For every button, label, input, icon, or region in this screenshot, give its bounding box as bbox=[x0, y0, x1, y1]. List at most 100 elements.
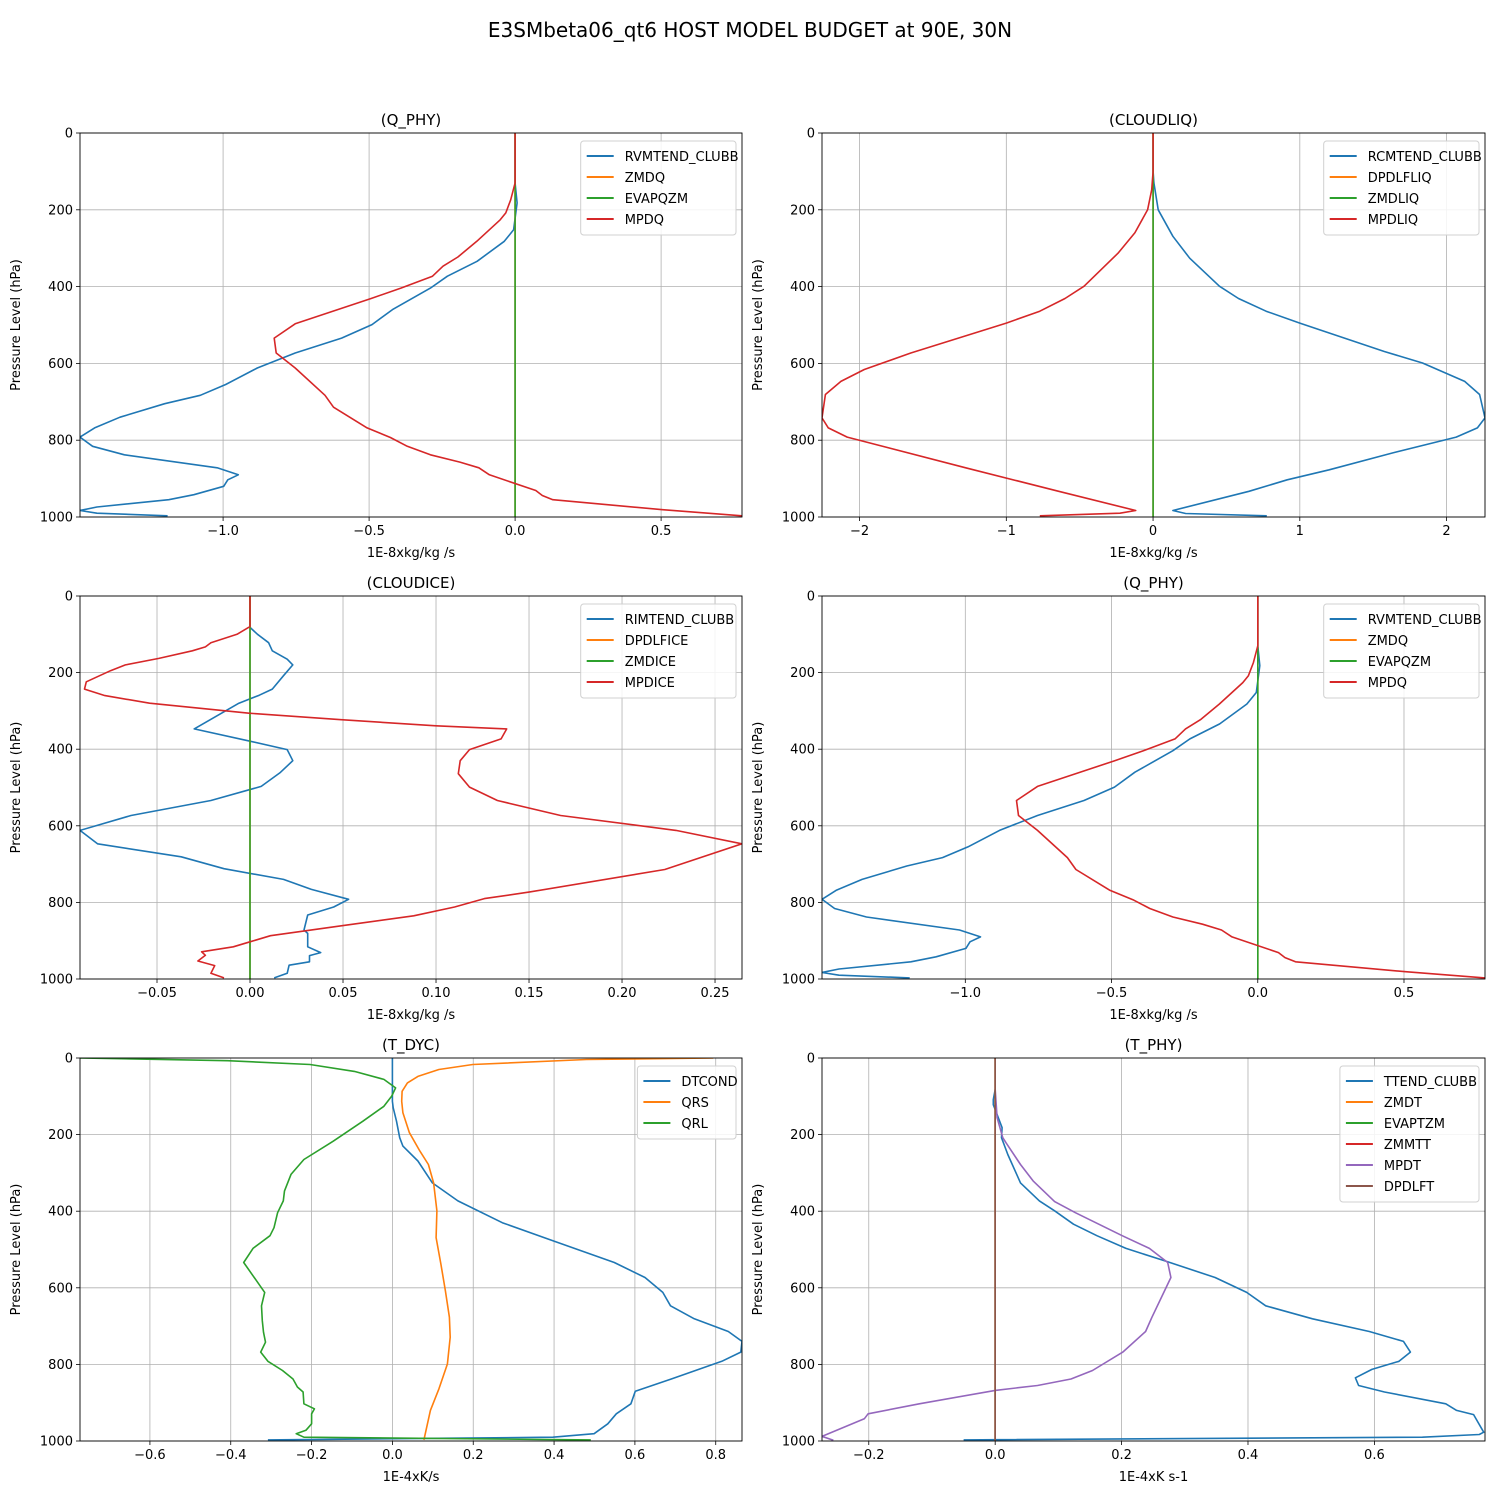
axes-frame bbox=[821, 132, 1486, 518]
x-tick-label: 0.25 bbox=[701, 986, 730, 1001]
x-axis-label: 1E-8xkg/kg /s bbox=[367, 546, 456, 561]
x-tick-label: 0.0 bbox=[382, 1448, 403, 1463]
legend-label: MPDQ bbox=[625, 213, 664, 228]
y-axis-label: Pressure Level (hPa) bbox=[751, 722, 766, 854]
legend-label: DPDLFICE bbox=[625, 634, 689, 649]
legend: RVMTEND_CLUBB ZMDQ EVAPQZM MPDQ bbox=[1323, 603, 1482, 699]
y-tick-label: 400 bbox=[790, 1205, 815, 1220]
legend-box bbox=[1323, 140, 1480, 236]
series-line-mpdt bbox=[822, 1089, 1172, 1441]
subplot-title: (Q_PHY) bbox=[1123, 574, 1184, 593]
x-tick-label: −1.0 bbox=[207, 524, 239, 539]
y-tick-label: 0 bbox=[65, 590, 73, 605]
y-axis-label: Pressure Level (hPa) bbox=[751, 1184, 766, 1316]
y-tick-label: 0 bbox=[65, 1052, 73, 1067]
y-tick-label: 800 bbox=[790, 1358, 815, 1373]
y-tick-label: 0 bbox=[65, 127, 73, 142]
x-tick-label: 0.05 bbox=[329, 986, 358, 1001]
y-tick-label: 800 bbox=[790, 434, 815, 449]
legend-label: ZMDQ bbox=[1368, 634, 1408, 649]
series-line-mpdice bbox=[83, 596, 742, 979]
legend: TTEND_CLUBB ZMDT EVAPTZM ZMMTT MPDT DPDLFT bbox=[1339, 1065, 1480, 1203]
subplot-title: (CLOUDLIQ) bbox=[1109, 111, 1198, 129]
subplot-3: −0.05 0.00 0.05 0.10 0.15 0.20 0.25 0 200 400 600 8… bbox=[9, 574, 743, 1023]
x-tick-label: 0.15 bbox=[515, 986, 544, 1001]
x-axis-label: 1E-4xK/s bbox=[383, 1470, 440, 1485]
series-line-rimtend-clubb bbox=[80, 596, 350, 979]
x-tick-label: 0.0 bbox=[1247, 986, 1268, 1001]
subplot-title: (T_DYC) bbox=[382, 1036, 440, 1055]
y-axis-label: Pressure Level (hPa) bbox=[9, 722, 24, 854]
x-tick-label: −1 bbox=[997, 524, 1016, 539]
series-line-rvmtend-clubb bbox=[80, 133, 518, 517]
x-tick-label: 2 bbox=[1442, 524, 1450, 539]
legend-box bbox=[580, 603, 737, 699]
figure-suptitle: E3SMbeta06_qt6 HOST MODEL BUDGET at 90E,… bbox=[488, 18, 1012, 42]
y-tick-label: 800 bbox=[48, 1358, 73, 1373]
series-line-mpdq bbox=[273, 133, 742, 517]
y-tick-label: 1000 bbox=[782, 1435, 815, 1450]
y-tick-label: 600 bbox=[48, 357, 73, 372]
x-tick-label: −0.6 bbox=[134, 1448, 166, 1463]
series-line-qrl bbox=[80, 1058, 591, 1441]
y-tick-label: 1000 bbox=[782, 973, 815, 988]
x-axis-label: 1E-8xkg/kg /s bbox=[1109, 1008, 1198, 1023]
series-line-mpdliq bbox=[822, 133, 1154, 517]
x-tick-label: 0.6 bbox=[1364, 1448, 1385, 1463]
subplot-title: (T_PHY) bbox=[1125, 1036, 1183, 1055]
x-axis-label: 1E-4xK s-1 bbox=[1119, 1470, 1189, 1485]
x-axis-label: 1E-8xkg/kg /s bbox=[1109, 546, 1198, 561]
axes-frame bbox=[821, 1057, 1486, 1442]
axes-frame bbox=[79, 595, 743, 980]
legend: RIMTEND_CLUBB DPDLFICE ZMDICE MPDICE bbox=[580, 603, 737, 699]
subplot-title: (CLOUDICE) bbox=[367, 574, 456, 592]
y-tick-label: 600 bbox=[48, 819, 73, 834]
legend: DTCOND QRS QRL bbox=[636, 1065, 738, 1140]
plot-area bbox=[822, 1058, 1485, 1441]
legend-label: MPDQ bbox=[1368, 676, 1407, 691]
series-line-dtcond bbox=[267, 1058, 742, 1441]
legend-label: MPDICE bbox=[625, 676, 675, 691]
axes-frame bbox=[79, 132, 743, 518]
x-tick-label: 0.4 bbox=[1238, 1448, 1259, 1463]
plot-area bbox=[822, 596, 1485, 979]
y-tick-label: 1000 bbox=[40, 1435, 73, 1450]
y-axis-label: Pressure Level (hPa) bbox=[9, 259, 24, 391]
series-line-rvmtend-clubb bbox=[822, 596, 1261, 979]
legend-label: RIMTEND_CLUBB bbox=[625, 613, 735, 628]
y-tick-label: 200 bbox=[790, 1128, 815, 1143]
subplot-1: −1.0 −0.5 0.0 0.5 0 200 400 600 800 1000 (Q_PHY) 1E… bbox=[9, 111, 743, 561]
legend-label: ZMDICE bbox=[625, 655, 676, 670]
y-tick-label: 200 bbox=[48, 203, 73, 218]
y-tick-label: 200 bbox=[48, 1128, 73, 1143]
legend-label: QRL bbox=[681, 1117, 708, 1132]
legend-box bbox=[580, 140, 737, 236]
legend-box bbox=[1339, 1065, 1480, 1203]
x-tick-label: 0.00 bbox=[236, 986, 265, 1001]
legend-label: RVMTEND_CLUBB bbox=[625, 150, 739, 165]
y-tick-label: 1000 bbox=[782, 511, 815, 526]
y-axis-label: Pressure Level (hPa) bbox=[9, 1184, 24, 1316]
y-tick-label: 800 bbox=[790, 896, 815, 911]
subplot-2: −2 −1 0 1 2 0 200 400 600 800 1000 (CLOUDLIQ) 1E-8xk… bbox=[751, 111, 1486, 561]
legend-label: TTEND_CLUBB bbox=[1383, 1075, 1477, 1090]
x-tick-label: −0.2 bbox=[853, 1448, 885, 1463]
y-tick-label: 1000 bbox=[40, 511, 73, 526]
x-tick-label: 0.0 bbox=[505, 524, 526, 539]
legend-label: QRS bbox=[681, 1096, 709, 1111]
x-tick-label: 0.0 bbox=[985, 1448, 1006, 1463]
subplot-4: −1.0 −0.5 0.0 0.5 0 200 400 600 800 1000 (Q_PHY) 1E… bbox=[751, 574, 1486, 1023]
y-tick-label: 600 bbox=[790, 357, 815, 372]
x-tick-label: 0.6 bbox=[625, 1448, 646, 1463]
y-tick-label: 0 bbox=[807, 1052, 815, 1067]
legend-label: RCMTEND_CLUBB bbox=[1368, 150, 1482, 165]
y-tick-label: 200 bbox=[790, 203, 815, 218]
y-tick-label: 0 bbox=[807, 590, 815, 605]
legend-label: RVMTEND_CLUBB bbox=[1368, 613, 1482, 628]
y-axis-label: Pressure Level (hPa) bbox=[751, 259, 766, 391]
y-tick-label: 600 bbox=[790, 819, 815, 834]
y-tick-label: 200 bbox=[48, 666, 73, 681]
x-tick-label: 0.5 bbox=[651, 524, 672, 539]
subplot-5: −0.6 −0.4 −0.2 0.0 0.2 0.4 0.6 0.8 0 200 400 600 800… bbox=[9, 1036, 743, 1485]
